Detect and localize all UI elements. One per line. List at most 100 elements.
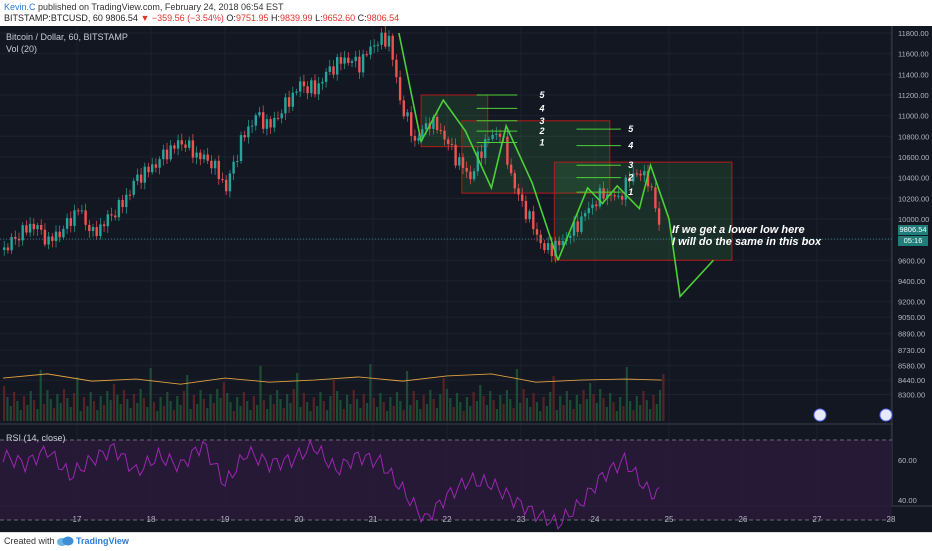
volume-bar	[562, 405, 565, 421]
candle-body	[472, 171, 476, 180]
volume-bar	[392, 406, 395, 421]
volume-bar	[316, 406, 319, 421]
candle-body	[310, 80, 313, 94]
volume-bar	[166, 392, 169, 421]
time-axis-label: 26	[739, 515, 748, 524]
volume-bar	[459, 402, 462, 421]
candle-body	[299, 81, 302, 92]
price-axis-label: 10800.00	[898, 132, 929, 141]
volume-bar	[132, 394, 136, 421]
volume-bar	[569, 400, 572, 421]
price-axis-label: 10200.00	[898, 194, 929, 203]
volume-bar	[395, 392, 399, 421]
volume-bar	[655, 404, 658, 421]
candle-body	[361, 54, 365, 73]
price-axis-label: 8890.00	[898, 330, 925, 339]
candle-body	[595, 204, 598, 207]
candle-body	[458, 157, 461, 166]
volume-bar	[412, 391, 415, 421]
volume-bar	[82, 397, 86, 421]
volume-bar	[349, 404, 352, 421]
candle-body	[258, 112, 261, 116]
candle-body	[321, 81, 324, 84]
volume-bar	[159, 397, 162, 421]
candle-body	[561, 240, 565, 246]
volume-bar	[142, 398, 146, 421]
volume-bar	[329, 396, 332, 421]
fib-level-label: 5	[628, 124, 634, 134]
volume-bar	[422, 395, 425, 421]
volume-bar	[146, 407, 149, 421]
candle-body	[487, 138, 491, 140]
volume-bar	[289, 403, 292, 421]
volume-bar	[482, 396, 485, 421]
time-axis-label: 21	[369, 515, 378, 524]
volume-bar	[489, 391, 492, 421]
candle-body	[639, 173, 642, 176]
volume-bar	[659, 390, 662, 421]
volume-bar	[42, 404, 46, 421]
volume-bar	[639, 405, 642, 421]
volume-bar	[622, 406, 625, 421]
candle-body	[80, 210, 84, 212]
candle-body	[10, 236, 13, 251]
volume-bar	[189, 409, 192, 421]
volume-bar	[445, 389, 449, 421]
volume-bar	[279, 399, 282, 421]
volume-bar	[629, 401, 632, 421]
volume-bar	[539, 411, 542, 421]
volume-bar	[62, 389, 66, 421]
open-value: 9751.95	[235, 13, 269, 23]
low-value: 9652.60	[322, 13, 356, 23]
volume-bar	[425, 404, 429, 421]
candle-body	[643, 171, 646, 176]
volume-bar	[39, 370, 42, 421]
tradingview-brand[interactable]: TradingView	[76, 536, 129, 546]
author-link[interactable]: Kevin.C	[4, 2, 36, 12]
volume-bar	[369, 364, 372, 421]
volume-bar	[545, 406, 548, 421]
price-axis-label: 9600.00	[898, 256, 925, 265]
volume-bar	[32, 400, 36, 421]
volume-bar	[582, 390, 585, 421]
candle-body	[613, 195, 616, 197]
candle-body	[521, 194, 524, 201]
annotation-line-1: If we get a lower low here	[672, 224, 805, 236]
time-axis-label: 24	[591, 515, 600, 524]
candle-body	[54, 231, 58, 241]
candle-body	[454, 144, 457, 166]
countdown-tag: 05:16	[898, 236, 928, 246]
candle-body	[398, 77, 402, 101]
price-axis-label: 8730.00	[898, 346, 925, 355]
volume-bar	[479, 385, 482, 421]
candle-body	[506, 136, 509, 165]
volume-bar	[492, 400, 495, 421]
volume-bar	[252, 396, 255, 421]
volume-bar	[419, 409, 422, 421]
candle-body	[583, 213, 587, 217]
volume-bar	[79, 411, 82, 421]
candle-body	[6, 247, 10, 251]
candle-body	[180, 140, 183, 145]
time-axis-label: 27	[813, 515, 822, 524]
volume-bar	[99, 396, 102, 421]
candle-body	[165, 149, 169, 160]
candle-body	[173, 145, 176, 149]
candle-body	[491, 134, 494, 139]
candle-body	[657, 208, 661, 225]
volume-bar	[512, 408, 515, 421]
candle-body	[654, 187, 657, 209]
volume-bar	[379, 393, 382, 421]
candle-body	[628, 177, 631, 182]
price-axis-label: 9200.00	[898, 298, 925, 307]
footer: Created with TradingView	[0, 532, 932, 551]
volume-ma-line	[2, 373, 662, 385]
volume-bar	[602, 398, 605, 421]
candle-body	[287, 97, 291, 107]
rsi-band	[0, 440, 892, 520]
box-2	[461, 120, 611, 194]
volume-bar	[439, 394, 442, 421]
candle-body	[110, 214, 113, 216]
price-chart[interactable]: 543215432111800.0011600.0011400.0011200.…	[0, 26, 932, 532]
publish-text: published on TradingView.com, February 2…	[35, 2, 284, 12]
